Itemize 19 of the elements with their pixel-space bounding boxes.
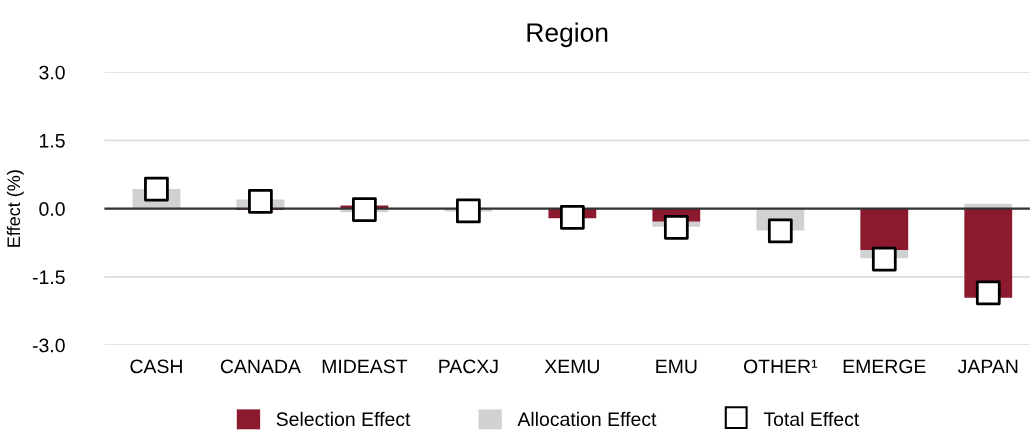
x-tick-label: CANADA xyxy=(220,359,301,374)
legend-label: Allocation Effect xyxy=(517,411,657,427)
x-tick-label: EMU xyxy=(656,359,697,374)
legend-label: Total Effect xyxy=(763,411,860,427)
y-tick-label: -1.5 xyxy=(32,270,65,285)
y-tick-label: 1.5 xyxy=(40,134,65,148)
x-tick-label: MIDEAST xyxy=(322,359,408,374)
x-tick-label: PACXJ xyxy=(439,359,498,374)
x-tick-label: EMERGE xyxy=(843,359,926,374)
x-tick-label: OTHER¹ xyxy=(743,359,818,374)
y-tick-label: 0.0 xyxy=(39,202,65,216)
y-axis-title: Effect (%) xyxy=(6,170,24,247)
chart-title: Region xyxy=(527,22,608,48)
y-tick-label: -3.0 xyxy=(32,338,65,353)
y-tick-label: 3.0 xyxy=(39,65,65,80)
x-tick-label: XEMU xyxy=(544,359,599,374)
x-tick-label: CASH xyxy=(130,359,182,374)
x-tick-label: JAPAN xyxy=(957,359,1018,374)
legend-label: Selection Effect xyxy=(276,411,411,427)
